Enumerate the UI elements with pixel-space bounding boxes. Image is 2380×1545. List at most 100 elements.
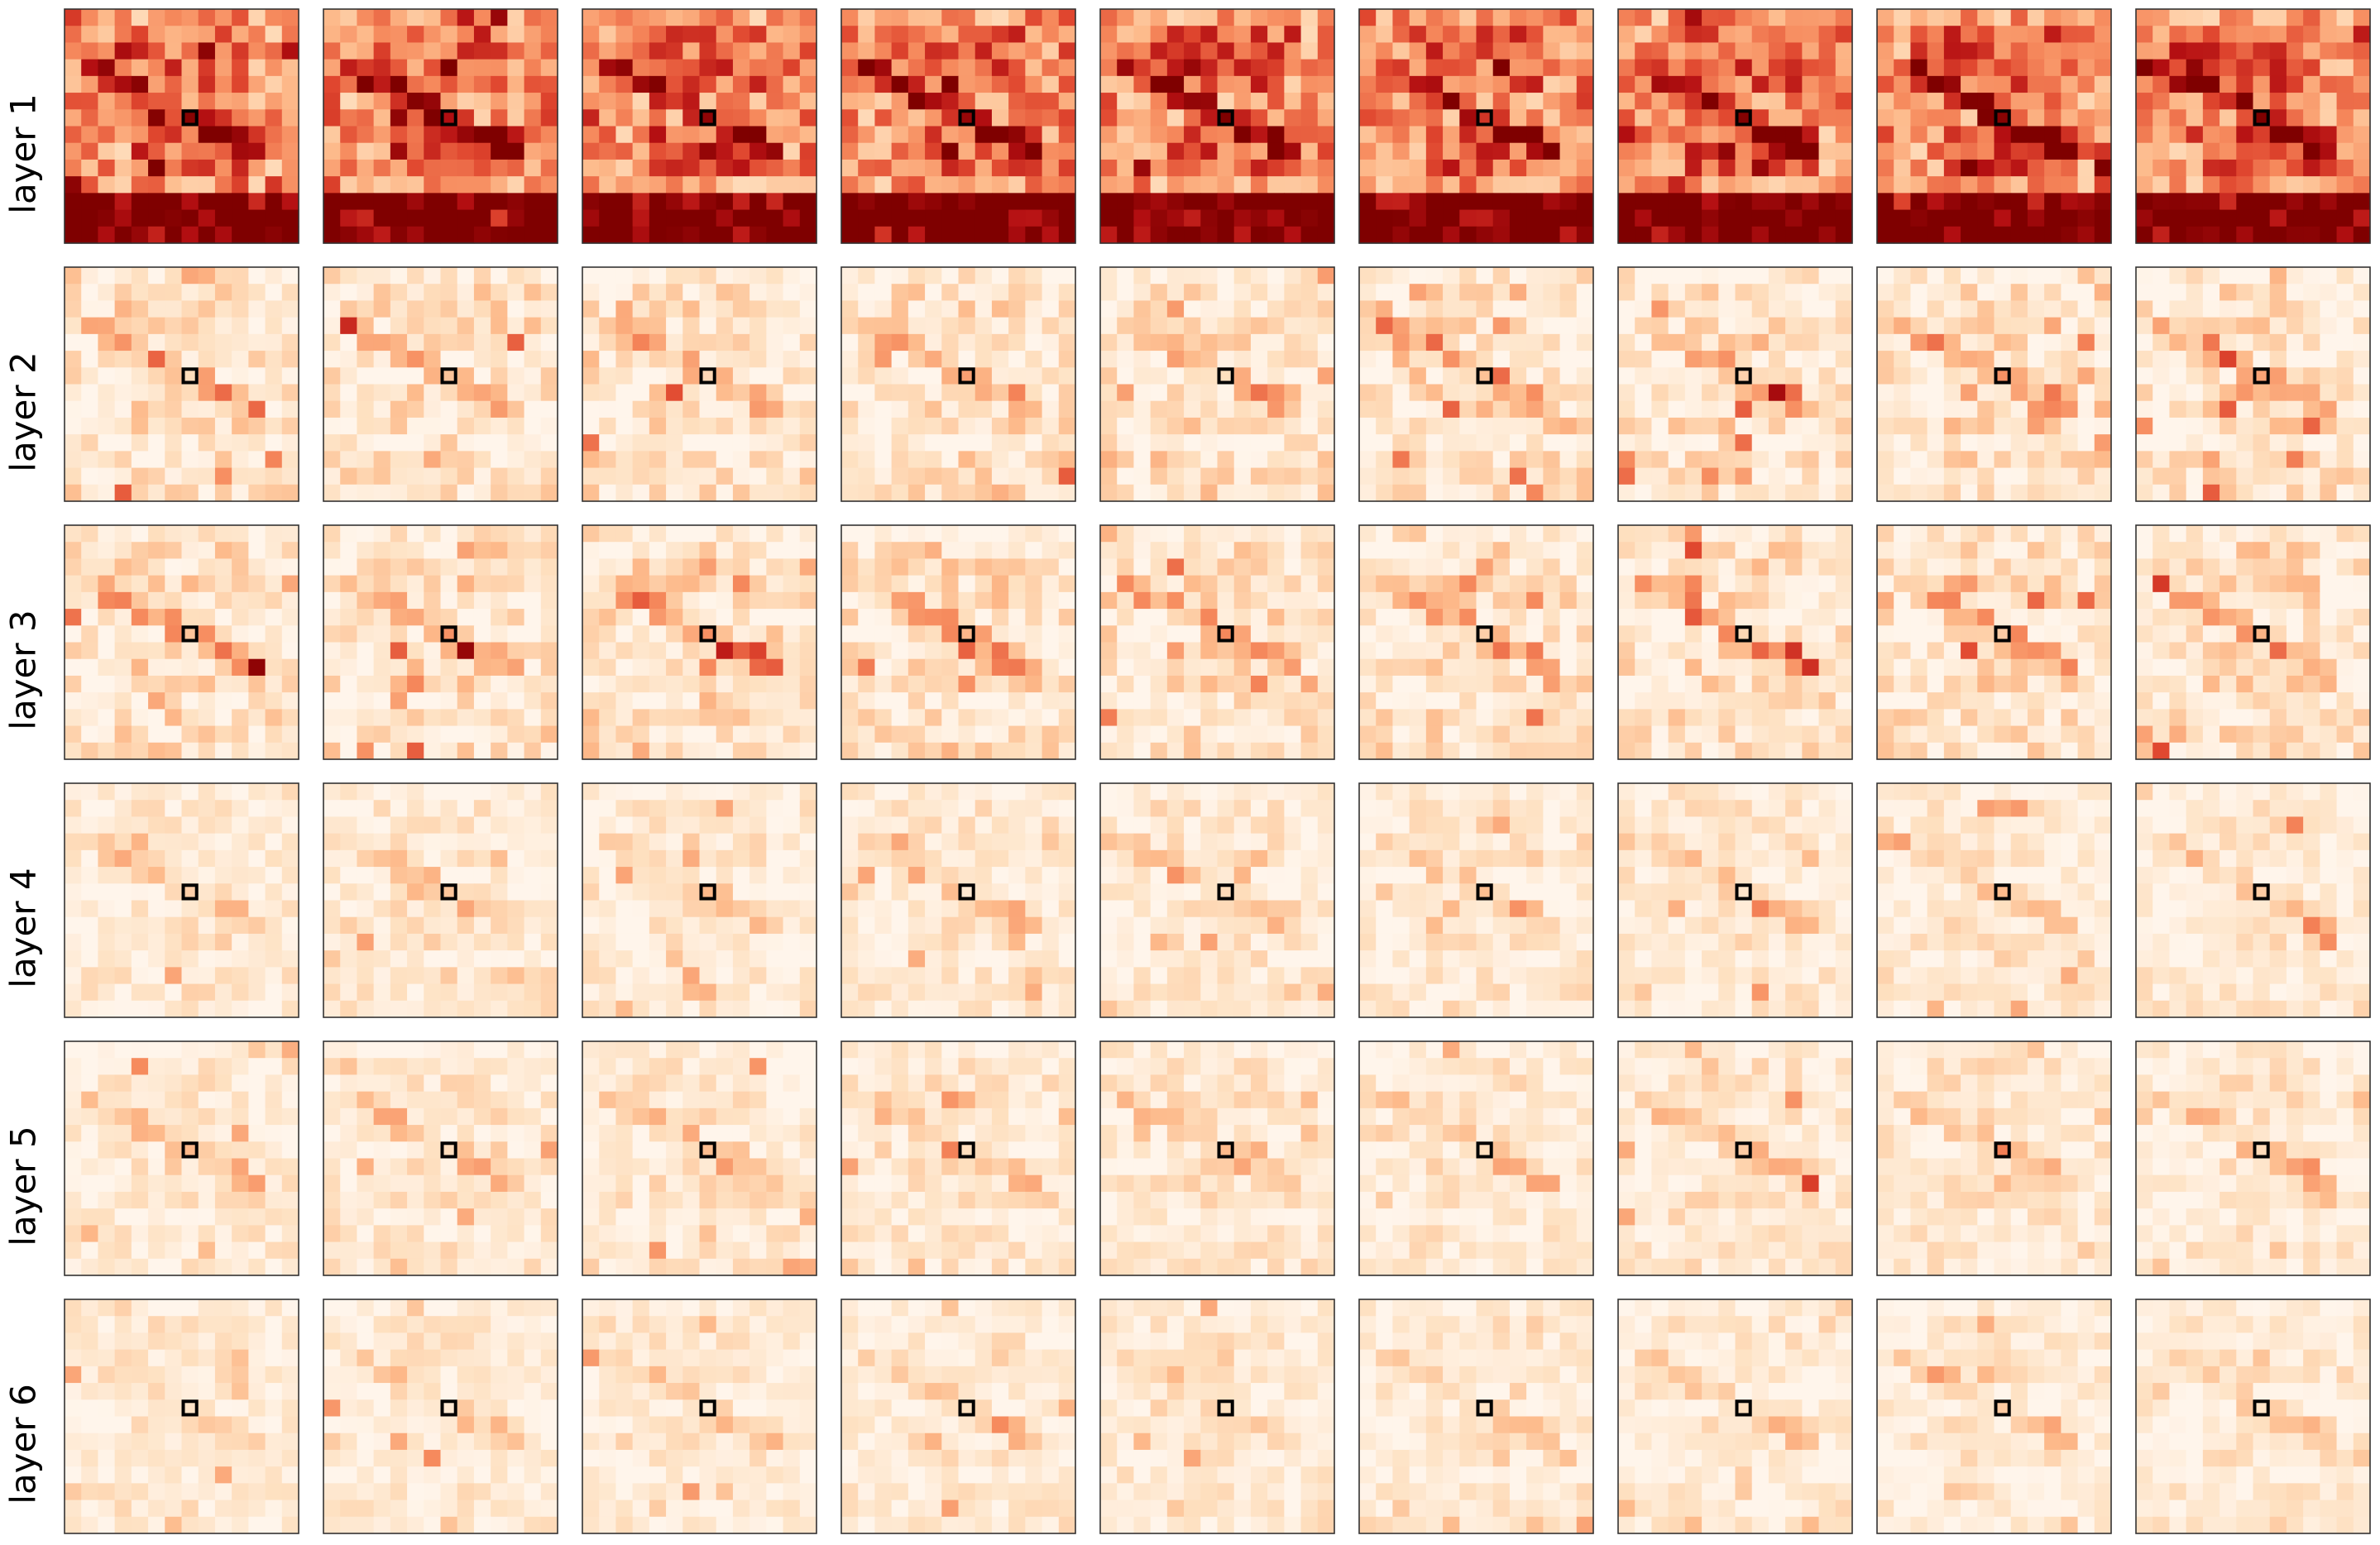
heatmap-cell xyxy=(1476,317,1494,335)
heatmap-cell xyxy=(1735,451,1753,469)
heatmap-cell xyxy=(1818,317,1836,335)
heatmap-cell xyxy=(281,159,299,177)
heatmap-cell xyxy=(1768,317,1786,335)
heatmap-cell xyxy=(1718,575,1736,593)
heatmap-cell xyxy=(1526,26,1544,44)
heatmap-cell xyxy=(1058,9,1076,26)
heatmap-cell xyxy=(1300,658,1319,677)
heatmap-cell xyxy=(1509,209,1527,227)
heatmap-cell xyxy=(248,642,266,660)
heatmap-cell xyxy=(2136,467,2153,486)
heatmap-cell xyxy=(1751,625,1769,643)
heatmap-cell xyxy=(114,434,132,452)
heatmap-cell xyxy=(1443,159,1460,177)
heatmap-cell xyxy=(1117,267,1135,285)
heatmap-cell xyxy=(2269,75,2287,93)
heatmap-cell xyxy=(1576,284,1594,302)
heatmap-cell xyxy=(98,333,116,352)
heatmap-cell xyxy=(407,658,424,677)
heatmap-cell xyxy=(1802,484,1820,502)
heatmap-cell xyxy=(507,193,525,211)
heatmap-cell xyxy=(407,126,424,144)
heatmap-cell xyxy=(2094,367,2112,385)
heatmap-cell xyxy=(1459,451,1477,469)
heatmap-cell xyxy=(424,692,442,710)
heatmap-cell xyxy=(357,26,375,44)
heatmap-cell xyxy=(1961,417,1978,435)
heatmap-cell xyxy=(1376,642,1394,660)
heatmap-cell xyxy=(783,59,801,77)
heatmap-cell xyxy=(473,284,491,302)
heatmap-cell xyxy=(2220,467,2237,486)
heatmap-cell xyxy=(214,9,232,26)
heatmap-cell xyxy=(1651,284,1669,302)
heatmap-cell xyxy=(1476,300,1494,318)
heatmap-cell xyxy=(2336,159,2354,177)
heatmap-cell xyxy=(2320,26,2338,44)
heatmap-cell xyxy=(181,451,199,469)
heatmap-cell xyxy=(65,209,82,227)
heatmap-cell xyxy=(2077,226,2095,244)
heatmap-cell xyxy=(1284,642,1302,660)
heatmap-cell xyxy=(1526,625,1544,643)
heatmap-cell xyxy=(357,284,375,302)
heatmap-cell xyxy=(2077,467,2095,486)
heatmap-cell xyxy=(2169,159,2187,177)
heatmap-cell xyxy=(1509,267,1527,285)
heatmap-cell xyxy=(473,42,491,60)
heatmap-cell xyxy=(907,625,926,643)
heatmap-cell xyxy=(1267,176,1285,194)
heatmap-cell xyxy=(198,317,216,335)
heatmap-cell xyxy=(1894,417,1912,435)
heatmap-cell xyxy=(524,26,542,44)
heatmap-cell xyxy=(2044,417,2062,435)
heatmap-cell xyxy=(507,558,525,576)
heatmap-cell xyxy=(1250,525,1268,543)
heatmap-cell xyxy=(65,93,82,110)
heatmap-cell xyxy=(198,642,216,660)
heatmap-cell xyxy=(424,75,442,93)
heatmap-cell xyxy=(148,384,165,402)
heatmap-cell xyxy=(390,193,408,211)
heatmap-cell xyxy=(891,434,909,452)
heatmap-cell xyxy=(682,317,701,335)
heatmap-cell xyxy=(1117,725,1135,744)
heatmap-cell xyxy=(2136,109,2153,127)
heatmap-cell xyxy=(1184,451,1201,469)
heatmap-cell xyxy=(1718,467,1736,486)
heatmap-cell xyxy=(1317,467,1335,486)
heatmap-cell xyxy=(2077,284,2095,302)
heatmap-cell xyxy=(524,109,542,127)
heatmap-cell xyxy=(165,226,183,244)
heatmap-cell xyxy=(1250,400,1268,419)
heatmap-cell xyxy=(2286,193,2304,211)
heatmap-cell xyxy=(340,434,358,452)
heatmap-cell xyxy=(1392,384,1410,402)
heatmap-cell xyxy=(699,333,717,352)
heatmap-cell xyxy=(2169,333,2187,352)
heatmap-cell xyxy=(507,42,525,60)
heatmap-cell xyxy=(1359,142,1377,160)
heatmap-cell xyxy=(281,451,299,469)
heatmap-cell xyxy=(1425,93,1444,110)
heatmap-cell xyxy=(1150,692,1168,710)
heatmap-cell xyxy=(2353,126,2371,144)
heatmap-cell xyxy=(925,451,942,469)
heatmap-cell xyxy=(1425,542,1444,560)
heatmap-cell xyxy=(1543,484,1561,502)
heatmap-cell xyxy=(1576,400,1594,419)
heatmap-cell xyxy=(114,591,132,610)
heatmap-cell xyxy=(1476,176,1494,194)
heatmap-cell xyxy=(1150,642,1168,660)
heatmap-cell xyxy=(666,434,683,452)
heatmap-cell xyxy=(1233,484,1252,502)
heatmap-cell xyxy=(198,591,216,610)
heatmap-cell xyxy=(991,176,1009,194)
heatmap-cell xyxy=(373,75,391,93)
heatmap-cell xyxy=(491,333,508,352)
heatmap-cell xyxy=(1425,75,1444,93)
heatmap-cell xyxy=(1702,75,1719,93)
heatmap-cell xyxy=(891,142,909,160)
heatmap-cell xyxy=(599,300,617,318)
heatmap-cell xyxy=(1509,142,1527,160)
